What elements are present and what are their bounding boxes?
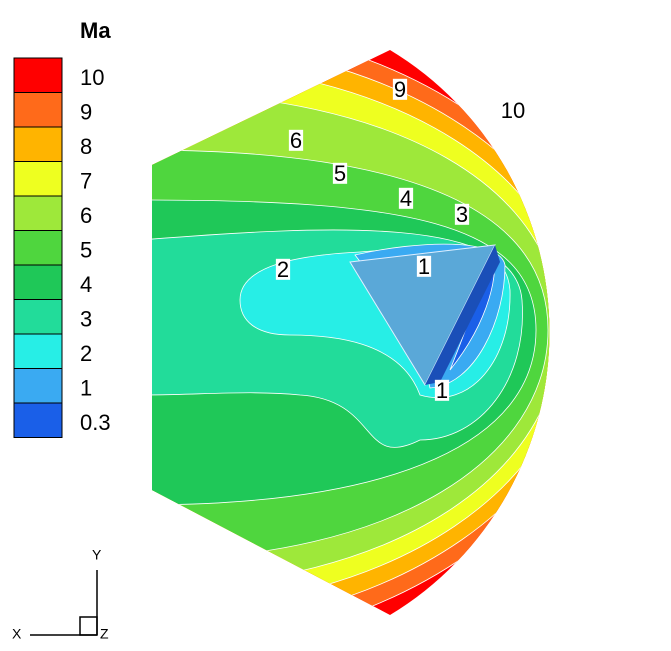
contour-label: 9 bbox=[394, 77, 406, 102]
contour-label: 3 bbox=[456, 202, 468, 227]
legend: 10 9 8 7 6 5 4 3 2 1 0.3 bbox=[14, 58, 111, 438]
legend-label: 5 bbox=[80, 238, 92, 263]
legend-label: 10 bbox=[80, 65, 104, 90]
contour-label: 4 bbox=[400, 186, 412, 211]
legend-label: 3 bbox=[80, 307, 92, 332]
legend-title: Ma bbox=[80, 18, 111, 43]
y-axis-label: Y bbox=[92, 547, 102, 563]
legend-swatch bbox=[14, 265, 62, 300]
legend-swatch bbox=[14, 300, 62, 335]
legend-label: 7 bbox=[80, 169, 92, 194]
contour-label: 10 bbox=[501, 98, 525, 123]
contour-label: 5 bbox=[334, 161, 346, 186]
contour-label: 6 bbox=[290, 128, 302, 153]
legend-swatch bbox=[14, 58, 62, 93]
contour-label: 1 bbox=[436, 378, 448, 403]
legend-swatch bbox=[14, 162, 62, 197]
contour-label: 1 bbox=[418, 254, 430, 279]
contour-label: 2 bbox=[277, 257, 289, 282]
chart: Ma 10 9 8 7 6 5 4 3 2 1 0.3 9 10 6 5 4 3 2 1 1 Y X Z bbox=[0, 0, 671, 651]
legend-label: 4 bbox=[80, 272, 92, 297]
legend-label: 2 bbox=[80, 341, 92, 366]
axis-triad bbox=[30, 570, 97, 635]
legend-swatch bbox=[14, 231, 62, 266]
legend-label: 0.3 bbox=[80, 410, 111, 435]
legend-swatch bbox=[14, 93, 62, 128]
legend-swatch bbox=[14, 127, 62, 162]
x-axis-label: X bbox=[12, 626, 22, 642]
legend-swatch bbox=[14, 334, 62, 369]
legend-swatch bbox=[14, 369, 62, 404]
z-axis-box bbox=[80, 617, 97, 635]
legend-label: 6 bbox=[80, 203, 92, 228]
legend-label: 1 bbox=[80, 376, 92, 401]
legend-swatch bbox=[14, 403, 62, 438]
legend-label: 8 bbox=[80, 134, 92, 159]
z-axis-label: Z bbox=[100, 626, 109, 642]
legend-label: 9 bbox=[80, 100, 92, 125]
legend-swatch bbox=[14, 196, 62, 231]
